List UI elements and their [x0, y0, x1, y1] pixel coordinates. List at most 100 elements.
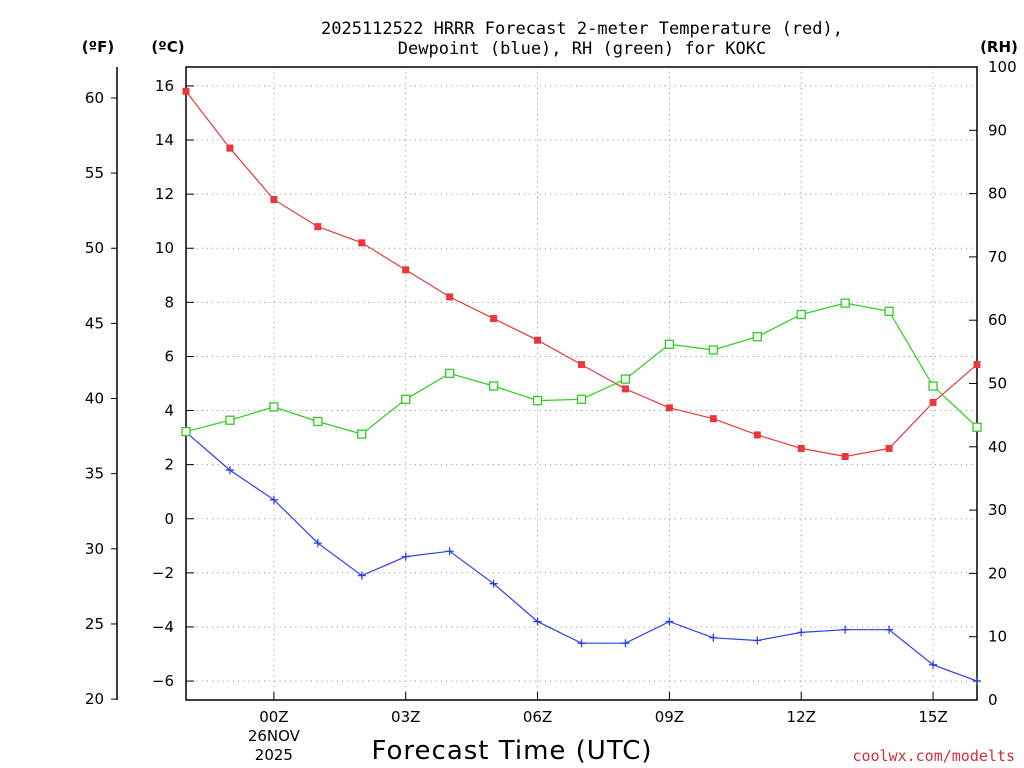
tick-label-c8: 8: [164, 293, 174, 311]
tick-label-rh30: 30: [988, 501, 1007, 519]
dewpoint-point-40: [973, 677, 981, 686]
chart-title-line2: Dewpoint (blue), RH (green) for KOKC: [398, 39, 766, 59]
tick-label-c0: 0: [164, 510, 174, 528]
temperature-point-27: [402, 266, 410, 274]
temperature-point-24: [270, 196, 278, 204]
tick-label-c2: 2: [164, 456, 174, 474]
rh-point-34: [708, 345, 718, 355]
tick-label-x-15z: 15Z: [918, 708, 947, 726]
temperature-point-22: [182, 87, 190, 95]
rh-point-36: [796, 309, 806, 320]
tick-label-rh20: 20: [988, 564, 1007, 582]
tick-label-x-03z: 03Z: [391, 708, 420, 726]
temperature-point-28: [446, 293, 454, 301]
tick-label-x-09z: 09Z: [655, 708, 684, 726]
tick-label-rh70: 70: [988, 248, 1007, 266]
rh-point-27: [401, 394, 411, 404]
tick-label-rh40: 40: [988, 438, 1007, 456]
temperature-point-35: [753, 431, 761, 439]
tick-label-c-2: −2: [152, 564, 174, 582]
data-series: [181, 87, 982, 686]
dewpoint-point-28: [445, 547, 454, 556]
tick-label-x-12z: 12Z: [787, 708, 816, 726]
dewpoint-point-25: [313, 539, 322, 548]
dewpoint-point-26: [357, 571, 366, 580]
tick-label-rh100: 100: [988, 58, 1017, 76]
dewpoint-point-32: [621, 639, 630, 648]
temperature-point-32: [621, 385, 629, 393]
tick-label-c-4: −4: [152, 618, 174, 636]
tick-label-f35: 35: [85, 465, 104, 483]
rh-point-32: [620, 374, 631, 384]
grid-lines: [186, 67, 977, 700]
x-axis-title: Forecast Time (UTC): [371, 736, 652, 766]
dewpoint-point-30: [533, 617, 542, 626]
tick-label-c-6: −6: [152, 672, 174, 690]
dewpoint-point-29: [489, 579, 498, 588]
date-label-year: 2025: [255, 746, 293, 764]
tick-label-c12: 12: [155, 185, 174, 203]
tick-label-f25: 25: [85, 615, 104, 633]
rh-point-29: [488, 381, 499, 391]
temperature-point-31: [578, 361, 585, 369]
rh-line: [185, 302, 978, 435]
rh-point-37: [840, 298, 850, 308]
dewpoint-point-36: [797, 628, 806, 637]
rh-point-28: [445, 368, 455, 379]
celsius-unit-label: (ºC): [151, 38, 184, 56]
temperature-point-37: [841, 453, 849, 461]
rh-point-25: [313, 416, 323, 427]
dewpoint-point-34: [709, 633, 718, 642]
tick-label-f45: 45: [85, 314, 104, 332]
dewpoint-point-23: [225, 466, 234, 475]
chart-title-line1: 2025112522 HRRR Forecast 2-meter Tempera…: [321, 19, 843, 39]
temperature-point-23: [226, 144, 234, 152]
temperature-point-30: [534, 336, 542, 344]
temperature-point-29: [490, 315, 498, 323]
tick-label-f60: 60: [85, 89, 104, 107]
source-credit: coolwx.com/modelts: [852, 747, 1015, 765]
rh-unit-label: (RH): [980, 38, 1018, 56]
tick-label-f20: 20: [85, 690, 104, 708]
tick-label-rh0: 0: [988, 691, 998, 709]
rh-point-30: [532, 395, 543, 406]
dewpoint-point-37: [841, 625, 850, 634]
temperature-point-38: [885, 444, 893, 452]
tick-label-c4: 4: [164, 402, 174, 420]
tick-label-c10: 10: [155, 239, 174, 257]
rh-point-31: [576, 394, 587, 404]
dewpoint-point-24: [269, 495, 278, 504]
tick-label-x-06z: 06Z: [523, 708, 552, 726]
tick-label-f30: 30: [85, 540, 104, 558]
temperature-point-39: [929, 398, 937, 406]
rh-point-38: [884, 306, 894, 316]
dewpoint-point-33: [665, 617, 674, 626]
rh-point-24: [269, 402, 279, 412]
tick-label-c6: 6: [164, 347, 174, 365]
dewpoint-point-31: [577, 639, 586, 648]
tick-label-x-00z: 00Z: [259, 708, 288, 726]
rh-point-22: [181, 426, 191, 437]
series-group: [181, 87, 982, 686]
temperature-point-26: [358, 239, 366, 247]
dewpoint-point-35: [753, 636, 762, 645]
dewpoint-point-39: [929, 660, 938, 669]
axes: −6−4−20246810121416202530354045505560010…: [85, 58, 1017, 764]
rh-point-35: [752, 332, 762, 342]
tick-label-c14: 14: [155, 131, 174, 149]
rh-point-33: [664, 339, 675, 349]
date-label-day: 26NOV: [248, 727, 301, 745]
tick-label-f50: 50: [85, 239, 104, 257]
tick-label-rh10: 10: [988, 628, 1007, 646]
tick-label-rh50: 50: [988, 375, 1007, 393]
temperature-point-34: [709, 415, 717, 423]
tick-label-f40: 40: [85, 390, 104, 408]
rh-point-40: [972, 422, 982, 432]
rh-point-39: [928, 381, 938, 391]
temperature-point-36: [797, 444, 805, 452]
fahrenheit-unit-label: (ºF): [82, 38, 114, 56]
temperature-point-33: [665, 404, 673, 412]
tick-label-f55: 55: [85, 164, 104, 182]
tick-label-c16: 16: [155, 77, 174, 95]
